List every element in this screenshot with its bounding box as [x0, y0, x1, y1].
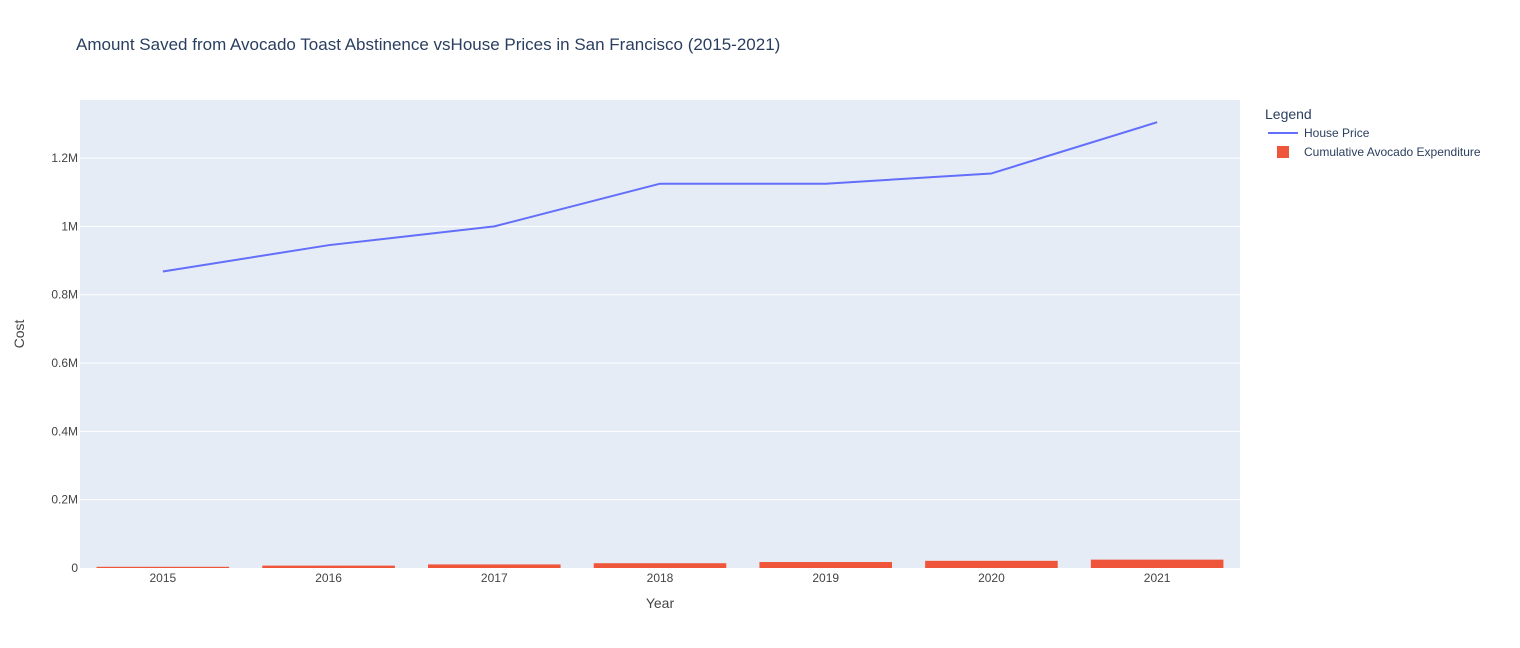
bar-2019[interactable] — [759, 562, 892, 568]
y-tick-label: 1.2M — [51, 151, 78, 165]
bar-2017[interactable] — [428, 564, 561, 568]
legend-item-house-price[interactable]: House Price — [1268, 126, 1370, 140]
legend-label-house-price: House Price — [1304, 126, 1370, 140]
y-tick-label: 0.8M — [51, 288, 78, 302]
x-tick-label: 2016 — [315, 571, 342, 585]
gridlines — [80, 157, 1240, 501]
legend-item-cumulative-avocado-expenditure[interactable]: Cumulative Avocado Expenditure — [1277, 145, 1481, 159]
bar-series-cumulative-avocado-expenditure — [96, 559, 1224, 568]
y-tick-label: 0 — [71, 561, 78, 575]
line-series-house-price — [162, 121, 1158, 273]
bar-2016[interactable] — [262, 565, 395, 568]
plot-area — [80, 100, 1240, 568]
x-tick-label: 2018 — [647, 571, 674, 585]
y-tick-label: 0.4M — [51, 424, 78, 438]
bar-2015[interactable] — [96, 566, 230, 568]
bar-2020[interactable] — [925, 560, 1058, 568]
legend: Legend House Price Cumulative Avocado Ex… — [1265, 106, 1481, 159]
y-axis-ticks: 0 0.2M 0.4M 0.6M 0.8M 1M 1.2M — [51, 151, 78, 575]
y-tick-label: 1M — [61, 219, 78, 233]
x-axis-title: Year — [646, 595, 675, 611]
bar-2021[interactable] — [1090, 559, 1224, 568]
x-tick-label: 2015 — [150, 571, 177, 585]
y-axis-title: Cost — [11, 320, 27, 349]
legend-title: Legend — [1265, 106, 1312, 122]
legend-bar-swatch — [1277, 146, 1289, 158]
bar-2018[interactable] — [593, 563, 727, 568]
y-tick-label: 0.6M — [51, 356, 78, 370]
x-tick-label: 2020 — [978, 571, 1005, 585]
x-tick-label: 2017 — [481, 571, 508, 585]
legend-label-cumulative-avocado-expenditure: Cumulative Avocado Expenditure — [1304, 145, 1481, 159]
x-tick-label: 2021 — [1144, 571, 1171, 585]
house-price-line[interactable] — [162, 121, 1158, 273]
y-tick-label: 0.2M — [51, 493, 78, 507]
x-axis-ticks: 2015 2016 2017 2018 2019 2020 2021 — [150, 571, 1171, 585]
x-tick-label: 2019 — [812, 571, 839, 585]
chart-title: Amount Saved from Avocado Toast Abstinen… — [76, 35, 780, 54]
